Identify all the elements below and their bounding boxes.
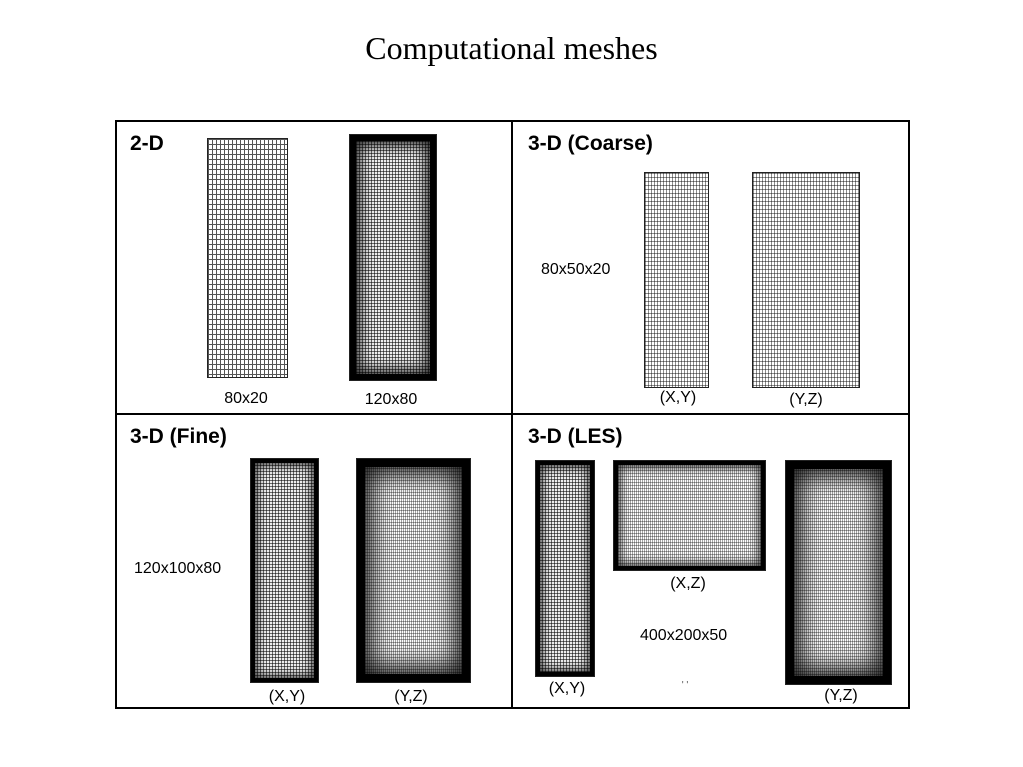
mesh-fine-yz	[356, 458, 471, 683]
mesh-2d-coarse	[207, 138, 288, 378]
mesh-fine-xy	[250, 458, 319, 683]
les-resolution: 400x200x50	[640, 627, 728, 644]
panel-divider-horizontal	[115, 413, 910, 415]
panel-2d-title: 2-D	[130, 132, 164, 155]
mesh-les-xz	[613, 460, 766, 571]
coarse-view-xy-label: (X,Y)	[659, 389, 697, 406]
page-title: Computational meshes	[365, 30, 658, 66]
mesh-coarse-xy	[644, 172, 709, 388]
les-stray-mark: ' '	[681, 680, 689, 691]
panel-coarse-title: 3-D (Coarse)	[528, 132, 653, 155]
mesh-coarse-yz	[752, 172, 860, 388]
mesh-les-xy	[535, 460, 595, 677]
coarse-resolution: 80x50x20	[541, 261, 611, 278]
fine-view-xy-label: (X,Y)	[268, 688, 306, 705]
panel-les-title: 3-D (LES)	[528, 425, 623, 448]
mesh-2d-fine	[349, 134, 437, 381]
mesh-les-yz	[785, 460, 892, 685]
mesh-2d-coarse-label: 80x20	[224, 390, 268, 407]
les-view-xy-label: (X,Y)	[548, 680, 586, 697]
les-view-xz-label: (X,Z)	[670, 575, 706, 592]
fine-view-yz-label: (Y,Z)	[394, 688, 428, 705]
panel-fine-title: 3-D (Fine)	[130, 425, 227, 448]
les-view-yz-label: (Y,Z)	[824, 687, 858, 704]
coarse-view-yz-label: (Y,Z)	[789, 391, 823, 408]
fine-resolution: 120x100x80	[134, 560, 222, 577]
mesh-2d-fine-label: 120x80	[364, 391, 418, 408]
